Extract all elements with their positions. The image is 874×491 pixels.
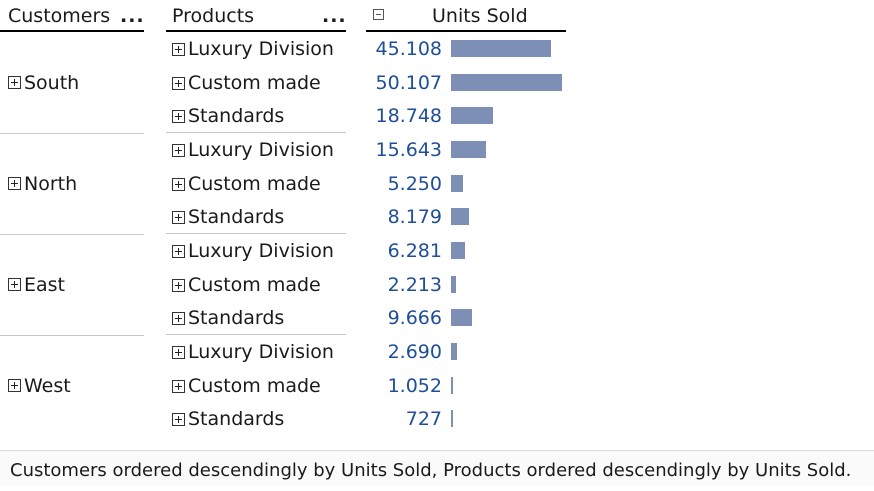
units-value: 2.690 — [387, 341, 442, 363]
customer-row-north[interactable]: North — [8, 133, 144, 234]
product-row[interactable]: Custom made — [172, 167, 321, 201]
units-value: 2.213 — [387, 274, 442, 296]
expand-icon[interactable] — [172, 279, 185, 292]
units-sold-header-underline — [366, 30, 566, 32]
expand-icon[interactable] — [172, 245, 185, 258]
expand-icon[interactable] — [172, 43, 185, 56]
expand-icon[interactable] — [172, 346, 185, 359]
sort-description: Customers ordered descendingly by Units … — [10, 460, 852, 481]
customer-row-east[interactable]: East — [8, 234, 144, 335]
customer-label: South — [24, 71, 80, 94]
product-row[interactable]: Luxury Division — [172, 335, 334, 369]
customer-separator — [0, 133, 144, 134]
expand-icon[interactable] — [8, 379, 21, 392]
units-value: 5.250 — [387, 173, 442, 195]
expand-icon[interactable] — [8, 76, 21, 89]
units-bar — [451, 309, 473, 326]
units-bar — [451, 74, 562, 91]
product-row[interactable]: Luxury Division — [172, 32, 334, 66]
product-row[interactable]: Standards — [172, 200, 284, 234]
units-value: 50.107 — [375, 72, 442, 94]
units-value: 15.643 — [375, 139, 442, 161]
units-value: 727 — [405, 408, 442, 430]
units-bar — [451, 40, 551, 57]
units-value: 18.748 — [375, 105, 442, 127]
customer-label: North — [24, 172, 78, 195]
product-label: Custom made — [188, 274, 321, 296]
product-label: Custom made — [188, 72, 321, 94]
units-value: 1.052 — [387, 375, 442, 397]
expand-icon[interactable] — [172, 110, 185, 123]
products-header[interactable]: Products — [172, 5, 255, 27]
expand-icon[interactable] — [8, 177, 21, 190]
product-row[interactable]: Standards — [172, 99, 284, 133]
units-bar — [451, 276, 456, 293]
customers-header[interactable]: Customers — [8, 5, 111, 27]
product-label: Standards — [188, 206, 285, 228]
units-bar — [451, 175, 463, 192]
product-label: Custom made — [188, 173, 321, 195]
expand-icon[interactable] — [172, 211, 185, 224]
units-bar — [451, 208, 470, 225]
product-row[interactable]: Luxury Division — [172, 234, 334, 268]
product-label: Standards — [188, 408, 285, 430]
units-value: 9.666 — [387, 307, 442, 329]
units-bar — [451, 242, 465, 259]
customer-separator — [0, 335, 144, 336]
status-bar: Customers ordered descendingly by Units … — [0, 450, 874, 486]
expand-icon[interactable] — [172, 77, 185, 90]
expand-icon[interactable] — [172, 178, 185, 191]
expand-icon[interactable] — [172, 144, 185, 157]
customer-separator — [0, 234, 144, 235]
product-group-separator — [166, 233, 346, 234]
units-bar — [451, 141, 486, 158]
customers-header-underline — [0, 30, 144, 32]
expand-icon[interactable] — [172, 312, 185, 325]
products-menu-button[interactable]: ... — [322, 5, 347, 27]
customers-menu-button[interactable]: ... — [120, 5, 145, 27]
product-group-separator — [166, 334, 346, 335]
product-label: Luxury Division — [188, 38, 334, 60]
collapse-icon[interactable] — [373, 9, 384, 20]
product-label: Standards — [188, 307, 285, 329]
units-bar — [451, 410, 453, 427]
units-value: 8.179 — [387, 206, 442, 228]
product-row[interactable]: Custom made — [172, 268, 321, 302]
customer-row-west[interactable]: West — [8, 335, 144, 436]
product-row[interactable]: Standards — [172, 301, 284, 335]
product-row[interactable]: Custom made — [172, 369, 321, 403]
product-label: Luxury Division — [188, 139, 334, 161]
units-bar — [451, 107, 493, 124]
product-label: Custom made — [188, 375, 321, 397]
product-group-separator — [166, 132, 346, 133]
customer-row-south[interactable]: South — [8, 32, 144, 133]
units-value: 6.281 — [387, 240, 442, 262]
expand-icon[interactable] — [172, 413, 185, 426]
product-row[interactable]: Custom made — [172, 66, 321, 100]
units-bar — [451, 343, 457, 360]
expand-icon[interactable] — [172, 380, 185, 393]
product-label: Standards — [188, 105, 285, 127]
product-row[interactable]: Luxury Division — [172, 133, 334, 167]
product-label: Luxury Division — [188, 341, 334, 363]
units-bar — [451, 377, 454, 394]
expand-icon[interactable] — [8, 278, 21, 291]
customer-label: West — [24, 374, 71, 397]
units-sold-header[interactable]: Units Sold — [432, 5, 528, 27]
product-label: Luxury Division — [188, 240, 334, 262]
customer-label: East — [24, 273, 65, 296]
product-row[interactable]: Standards — [172, 402, 284, 436]
units-value: 45.108 — [375, 38, 442, 60]
products-header-underline — [166, 30, 346, 32]
